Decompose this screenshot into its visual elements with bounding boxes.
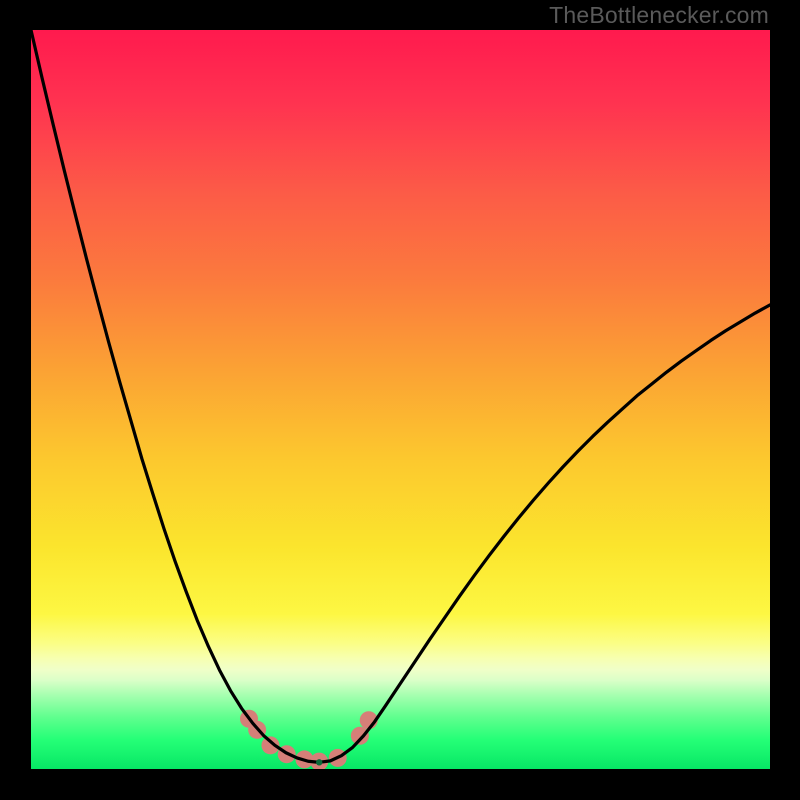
optimal-point-dot bbox=[316, 759, 322, 765]
bottleneck-curve bbox=[31, 30, 770, 762]
curve-layer bbox=[31, 30, 770, 769]
plot-area bbox=[31, 30, 770, 769]
watermark-label: TheBottlenecker.com bbox=[549, 2, 769, 29]
curve-marker bbox=[351, 727, 369, 745]
